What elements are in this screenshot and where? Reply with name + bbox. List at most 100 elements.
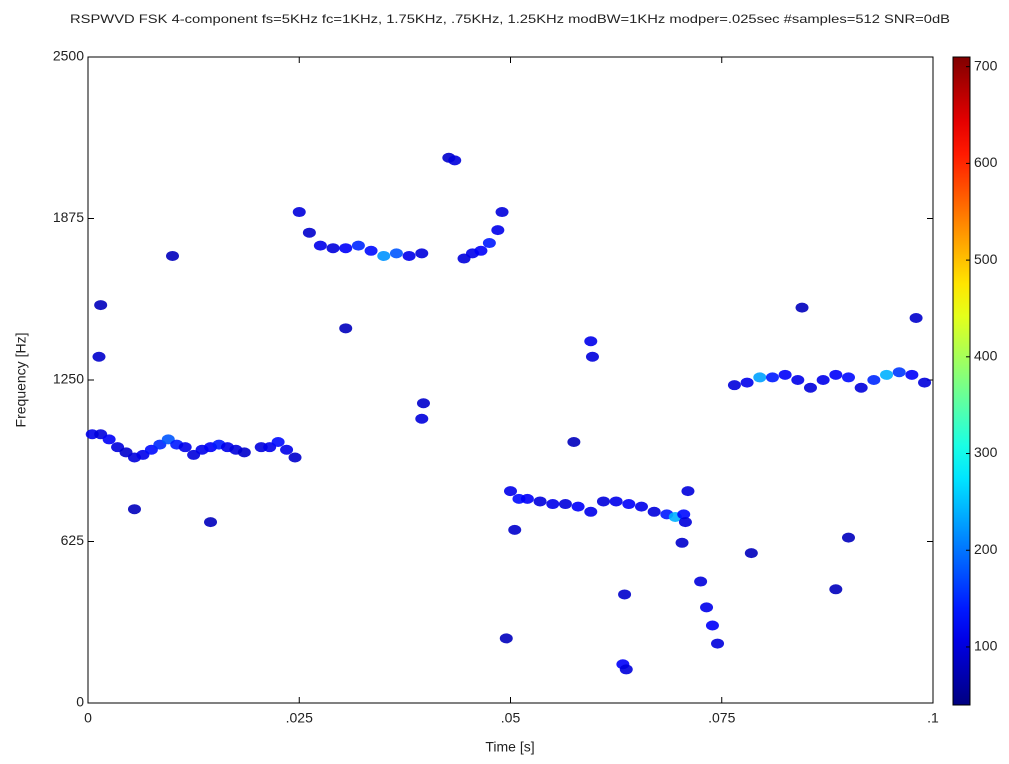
tf-point xyxy=(546,499,560,510)
tf-point xyxy=(567,437,581,448)
tf-point xyxy=(415,413,429,424)
tf-point xyxy=(867,375,881,385)
tf-point xyxy=(892,367,906,378)
tf-point xyxy=(854,382,868,393)
tf-point xyxy=(326,243,340,254)
tf-point xyxy=(377,250,391,261)
tf-point xyxy=(803,382,817,393)
tf-point xyxy=(842,372,855,383)
tf-point xyxy=(727,380,741,391)
tf-point xyxy=(909,312,923,323)
tf-point xyxy=(271,437,285,448)
x-tick-label: .05 xyxy=(501,710,521,726)
tf-point xyxy=(508,524,522,535)
tf-point xyxy=(647,506,661,517)
tf-point xyxy=(753,372,767,383)
colorbar-tick-label: 500 xyxy=(974,251,998,267)
plot-area xyxy=(87,56,934,704)
tf-point xyxy=(681,486,695,497)
x-tick-label: .1 xyxy=(927,710,939,726)
colorbar-tick-label: 400 xyxy=(974,348,998,364)
x-tick-label: .025 xyxy=(286,710,313,726)
tf-point xyxy=(280,444,294,455)
y-tick-label: 0 xyxy=(76,694,84,710)
tf-point xyxy=(622,499,636,510)
tf-point xyxy=(705,620,719,631)
tf-point xyxy=(292,207,306,218)
tf-point xyxy=(880,369,894,380)
tf-point xyxy=(474,245,488,256)
tf-point xyxy=(609,496,623,507)
tf-point xyxy=(694,576,708,587)
colorbar-tick-label: 100 xyxy=(974,638,998,654)
tf-point xyxy=(596,496,610,507)
tf-point xyxy=(178,442,192,453)
tf-point xyxy=(127,504,141,515)
colorbar-tick-label: 300 xyxy=(974,444,998,460)
tf-point xyxy=(416,398,430,409)
tf-point xyxy=(791,375,805,385)
tf-point xyxy=(765,372,779,383)
tf-point xyxy=(677,509,691,520)
tf-point xyxy=(816,375,830,385)
colorbar xyxy=(952,56,971,706)
tf-point xyxy=(571,501,585,512)
tf-point xyxy=(829,369,843,380)
tf-point xyxy=(204,517,218,528)
tf-point xyxy=(584,506,598,517)
tf-point xyxy=(918,377,932,388)
x-tick-label: .075 xyxy=(708,710,735,726)
tf-point xyxy=(711,638,725,649)
tf-point xyxy=(102,434,116,445)
tf-point xyxy=(905,369,919,380)
tf-point xyxy=(166,250,179,261)
tf-point xyxy=(533,496,547,507)
tf-point xyxy=(584,336,598,347)
tf-point xyxy=(288,452,302,463)
x-tick-label: 0 xyxy=(84,710,92,726)
chart-title: RSPWVD FSK 4-component fs=5KHz fc=1KHz, … xyxy=(70,12,950,26)
tf-point xyxy=(585,351,599,362)
tf-point xyxy=(678,517,692,528)
tf-point xyxy=(520,493,534,504)
tf-point xyxy=(675,537,689,548)
tf-point xyxy=(504,486,517,497)
y-tick-label: 625 xyxy=(61,532,85,548)
x-axis-label: Time [s] xyxy=(485,739,534,755)
tf-point xyxy=(700,602,714,613)
tf-point xyxy=(495,207,509,218)
tf-point xyxy=(389,248,403,259)
tf-point xyxy=(618,589,632,600)
tf-point xyxy=(482,238,496,249)
tf-point xyxy=(448,155,462,166)
tf-point xyxy=(415,248,429,259)
tf-point xyxy=(351,240,365,251)
tf-point xyxy=(778,369,792,380)
tf-point xyxy=(634,501,648,512)
tf-point xyxy=(499,633,513,644)
tf-point xyxy=(92,351,106,362)
tf-point xyxy=(491,225,505,236)
tf-point xyxy=(842,532,855,543)
tf-point xyxy=(795,302,809,313)
tf-point xyxy=(364,245,378,256)
tf-point xyxy=(94,300,108,311)
tf-point xyxy=(313,240,327,251)
y-axis-label: Frequency [Hz] xyxy=(13,333,29,428)
tf-point xyxy=(339,323,353,334)
y-tick-label: 2500 xyxy=(53,48,84,64)
tf-point xyxy=(237,447,251,458)
colorbar-tick-label: 700 xyxy=(974,57,998,73)
tf-point xyxy=(619,664,633,675)
colorbar-tick-label: 200 xyxy=(974,541,998,557)
tf-point xyxy=(558,499,572,510)
tf-point xyxy=(740,377,754,388)
tf-point xyxy=(402,250,416,261)
colorbar-tick-label: 600 xyxy=(974,154,998,170)
tf-point xyxy=(302,227,316,238)
tf-point xyxy=(829,584,843,595)
y-tick-label: 1250 xyxy=(53,371,84,387)
y-tick-label: 1875 xyxy=(53,209,84,225)
tf-point xyxy=(339,243,353,254)
